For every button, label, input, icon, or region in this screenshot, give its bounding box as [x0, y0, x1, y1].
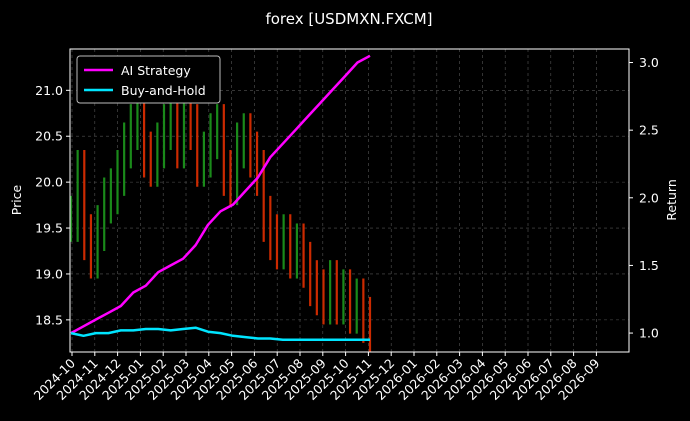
y2-tick-label: 3.0 — [639, 55, 659, 70]
y2-tick-label: 2.0 — [639, 190, 659, 205]
plot-frame — [69, 48, 630, 353]
y-tick-label: 20.0 — [35, 175, 63, 190]
y-axis: 18.5 19.0 19.5 20.0 20.5 21.0 — [35, 83, 70, 327]
series-line-buy-and-hold — [70, 326, 370, 342]
legend-label-buy-and-hold: Buy-and-Hold — [121, 83, 206, 98]
y-axis-label: Price — [9, 184, 24, 215]
y-tick-label: 21.0 — [35, 83, 63, 98]
return-lines — [70, 54, 371, 342]
y2-tick-label: 1.0 — [639, 326, 659, 341]
y2-tick-label: 2.5 — [639, 123, 659, 138]
series-line-ai-strategy — [70, 54, 371, 335]
y-tick-label: 20.5 — [35, 129, 63, 144]
legend: AI Strategy Buy-and-Hold — [76, 55, 221, 104]
y2-tick-label: 1.5 — [639, 258, 659, 273]
y-tick-label: 18.5 — [35, 312, 63, 327]
price-bars — [69, 76, 372, 352]
y2-axis-label: Return — [664, 179, 679, 220]
y-tick-label: 19.0 — [35, 266, 63, 281]
y-tick-label: 19.5 — [35, 221, 63, 236]
legend-label-ai-strategy: AI Strategy — [121, 63, 191, 78]
x-axis: 2024-102024-112024-122025-012025-022025-… — [31, 352, 603, 403]
chart-title: forex [USDMXN.FXCM] — [265, 10, 432, 28]
y2-axis: 1.0 1.5 2.0 2.5 3.0 — [629, 55, 659, 341]
